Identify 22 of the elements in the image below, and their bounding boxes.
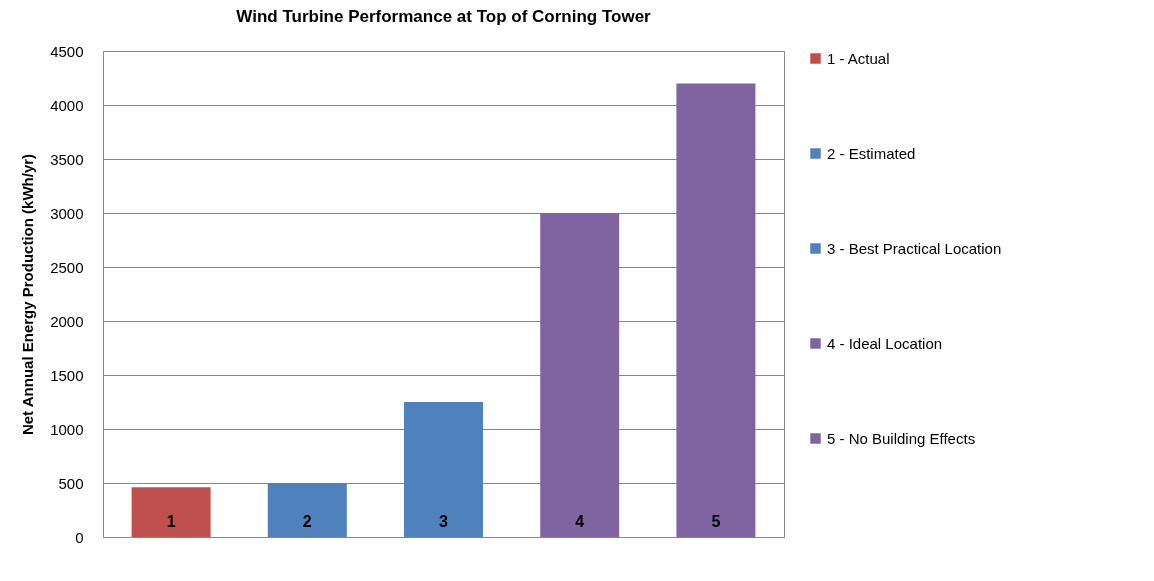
y-tick-label: 3500: [50, 150, 84, 168]
legend-label: 3 - Best Practical Location: [827, 239, 1002, 257]
y-tick-label: 3000: [50, 204, 84, 222]
y-axis-title: Net Annual Energy Production (kWh/yr): [19, 153, 37, 436]
y-tick-label: 1500: [50, 366, 84, 384]
legend-label: 2 - Estimated: [827, 144, 916, 162]
y-tick-label: 500: [58, 474, 84, 492]
x-tick-label: 5: [711, 512, 721, 530]
y-tick-label: 1000: [50, 420, 84, 438]
legend-label: 4 - Ideal Location: [827, 334, 943, 352]
y-tick-label: 0: [75, 528, 84, 546]
y-tick-label: 2500: [50, 258, 84, 276]
x-tick-label: 1: [166, 512, 176, 530]
x-tick-label: 3: [439, 512, 449, 530]
y-tick-label: 2000: [50, 312, 84, 330]
chart-title: Wind Turbine Performance at Top of Corning Tower: [236, 7, 652, 26]
y-tick-label: 4000: [50, 96, 84, 114]
x-tick-label: 4: [575, 512, 585, 530]
legend-label: 5 - No Building Effects: [827, 429, 976, 447]
y-tick-label: 4500: [50, 42, 84, 60]
x-tick-label: 2: [302, 512, 312, 530]
legend-label: 1 - Actual: [827, 49, 890, 67]
